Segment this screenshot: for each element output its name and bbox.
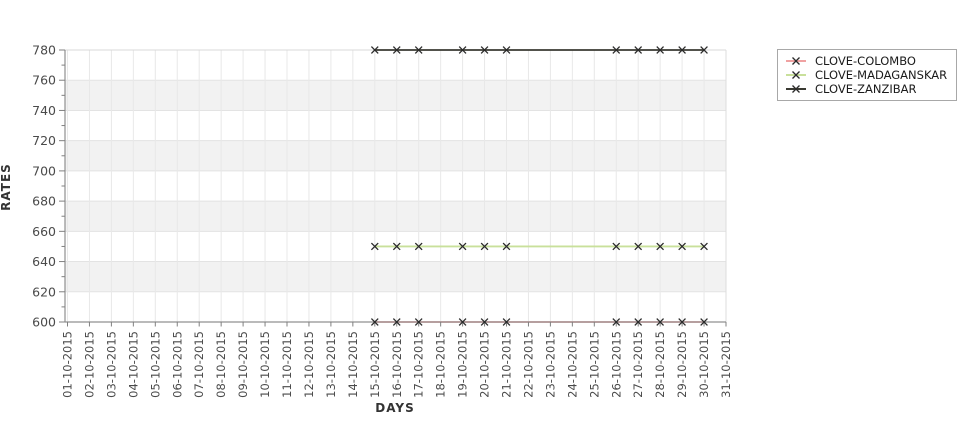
x-marker-clove-madaganskar xyxy=(414,242,423,251)
x-marker-clove-madaganskar xyxy=(370,242,379,251)
y-tick-label: 640 xyxy=(32,254,56,269)
plot-band xyxy=(65,261,726,292)
x-marker-clove-madaganskar xyxy=(634,242,643,251)
x-marker-clove-colombo xyxy=(678,318,686,326)
x-marker-clove-madaganskar xyxy=(480,242,489,251)
x-marker-clove-zanzibar xyxy=(700,46,708,54)
legend: CLOVE-COLOMBO CLOVE-MADAGANSKAR CLOVE-ZANZ… xyxy=(777,49,958,101)
x-marker-icon xyxy=(786,70,806,79)
legend-label: CLOVE-COLOMBO xyxy=(815,53,916,68)
legend-item-clove-madaganskar: CLOVE-MADAGANSKAR xyxy=(785,67,948,82)
y-tick-label: 680 xyxy=(32,194,56,209)
x-marker-clove-zanzibar xyxy=(458,46,467,54)
x-marker-clove-madaganskar xyxy=(656,242,665,251)
x-marker-clove-zanzibar xyxy=(656,46,665,54)
x-marker-clove-colombo xyxy=(656,318,665,326)
y-tick-label: 780 xyxy=(32,43,56,58)
legend-item-clove-zanzibar: CLOVE-ZANZIBAR xyxy=(785,81,947,96)
x-marker-clove-colombo xyxy=(612,318,621,326)
y-tick-label: 760 xyxy=(32,73,56,88)
y-tick-label: 660 xyxy=(32,224,56,239)
x-tick-label: 11-10-2015 xyxy=(280,331,294,398)
x-marker-clove-colombo xyxy=(370,318,379,326)
x-axis-title: DAYS xyxy=(375,401,415,415)
x-marker-clove-colombo xyxy=(634,318,643,326)
x-tick-label: 31-10-2015 xyxy=(719,331,733,398)
x-tick-label: 03-10-2015 xyxy=(104,331,118,398)
x-tick-label: 15-10-2015 xyxy=(368,331,382,398)
x-tick-label: 04-10-2015 xyxy=(126,331,140,398)
x-tick-label: 20-10-2015 xyxy=(478,331,492,398)
x-tick-label: 16-10-2015 xyxy=(390,331,404,398)
x-marker-clove-zanzibar xyxy=(678,46,686,54)
x-marker-clove-zanzibar xyxy=(392,46,401,54)
x-tick-label: 23-10-2015 xyxy=(543,331,557,398)
legend-label: CLOVE-ZANZIBAR xyxy=(815,81,917,96)
x-marker-clove-madaganskar xyxy=(612,242,621,251)
x-tick-label: 08-10-2015 xyxy=(214,331,228,398)
x-marker-clove-zanzibar xyxy=(370,46,379,54)
x-marker-clove-madaganskar xyxy=(502,242,511,251)
x-marker-clove-colombo xyxy=(414,318,423,326)
plot-band xyxy=(65,110,726,141)
x-tick-label: 17-10-2015 xyxy=(412,331,426,398)
x-tick-label: 26-10-2015 xyxy=(609,331,623,398)
plot-band xyxy=(65,80,726,111)
y-tick-label: 740 xyxy=(32,103,56,118)
x-tick-label: 19-10-2015 xyxy=(456,331,470,398)
x-tick-label: 24-10-2015 xyxy=(565,331,579,398)
x-tick-label: 12-10-2015 xyxy=(302,331,316,398)
x-marker-clove-zanzibar xyxy=(634,46,643,54)
legend-item-clove-colombo: CLOVE-COLOMBO xyxy=(785,53,947,68)
plot-band xyxy=(65,50,726,81)
plot-band xyxy=(65,201,726,232)
x-tick-label: 18-10-2015 xyxy=(434,331,448,398)
x-tick-label: 28-10-2015 xyxy=(653,331,667,398)
x-marker-icon xyxy=(786,56,806,65)
plot-band xyxy=(65,140,726,171)
x-marker-clove-colombo xyxy=(700,318,708,326)
y-tick-label: 620 xyxy=(32,284,56,299)
x-tick-label: 30-10-2015 xyxy=(697,331,711,398)
plot-band xyxy=(65,291,726,322)
x-tick-label: 10-10-2015 xyxy=(258,331,272,398)
legend-label: CLOVE-MADAGANSKAR xyxy=(815,67,948,82)
x-marker-clove-zanzibar xyxy=(480,46,489,54)
x-marker-icon xyxy=(786,84,806,93)
x-tick-label: 01-10-2015 xyxy=(61,331,75,398)
x-marker-clove-colombo xyxy=(502,318,511,326)
x-tick-label: 22-10-2015 xyxy=(521,331,535,398)
x-tick-label: 06-10-2015 xyxy=(170,331,184,398)
x-tick-label: 02-10-2015 xyxy=(82,331,96,398)
y-tick-label: 720 xyxy=(32,133,56,148)
y-tick-label: 600 xyxy=(32,315,56,330)
x-tick-label: 07-10-2015 xyxy=(192,331,206,398)
x-tick-label: 13-10-2015 xyxy=(324,331,338,398)
x-tick-label: 09-10-2015 xyxy=(236,331,250,398)
y-tick-label: 700 xyxy=(32,163,56,178)
x-marker-clove-colombo xyxy=(392,318,401,326)
x-tick-label: 25-10-2015 xyxy=(587,331,601,398)
x-marker-clove-madaganskar xyxy=(392,242,401,251)
x-marker-clove-zanzibar xyxy=(502,46,511,54)
x-marker-clove-colombo xyxy=(480,318,489,326)
x-tick-label: 27-10-2015 xyxy=(631,331,645,398)
x-marker-clove-zanzibar xyxy=(414,46,423,54)
x-marker-clove-colombo xyxy=(458,318,467,326)
x-marker-clove-zanzibar xyxy=(612,46,621,54)
plot-band xyxy=(65,170,726,202)
x-tick-label: 29-10-2015 xyxy=(675,331,689,398)
x-tick-label: 21-10-2015 xyxy=(500,331,514,398)
x-tick-label: 14-10-2015 xyxy=(346,331,360,398)
y-axis-title: RATES xyxy=(0,163,13,211)
x-marker-clove-madaganskar xyxy=(700,242,708,251)
x-marker-clove-madaganskar xyxy=(678,242,686,251)
x-marker-clove-madaganskar xyxy=(458,242,467,251)
x-tick-label: 05-10-2015 xyxy=(148,331,162,398)
